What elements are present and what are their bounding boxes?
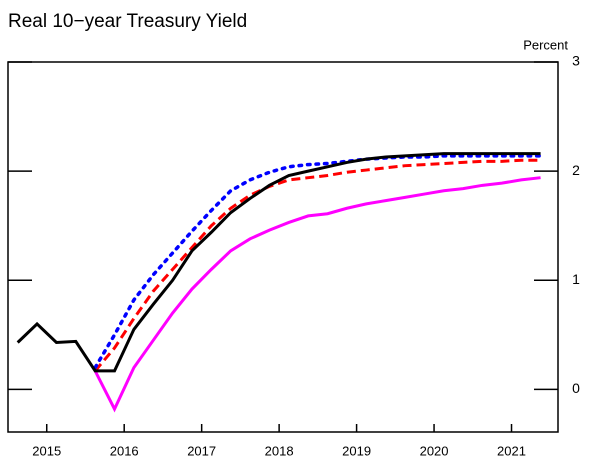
y-tick-label: 3 [572,53,580,69]
y-axis-label: Percent [523,37,568,52]
chart-title: Real 10−year Treasury Yield [8,11,247,32]
x-tick-label: 2019 [342,443,371,458]
y-tick-label: 0 [572,380,580,396]
series-line [94,158,541,372]
series-line [16,152,541,373]
x-tick-label: 2018 [265,443,294,458]
y-tick-label: 1 [572,271,580,287]
x-tick-label: 2017 [187,443,216,458]
x-tick-label: 2020 [420,443,449,458]
x-tick-label: 2021 [497,443,526,458]
y-tick-label: 2 [572,162,580,178]
series-line [93,154,543,370]
x-tick-label: 2016 [110,443,139,458]
x-tick-label: 2015 [32,443,61,458]
series-line [93,176,541,413]
plot-frame [7,61,559,433]
